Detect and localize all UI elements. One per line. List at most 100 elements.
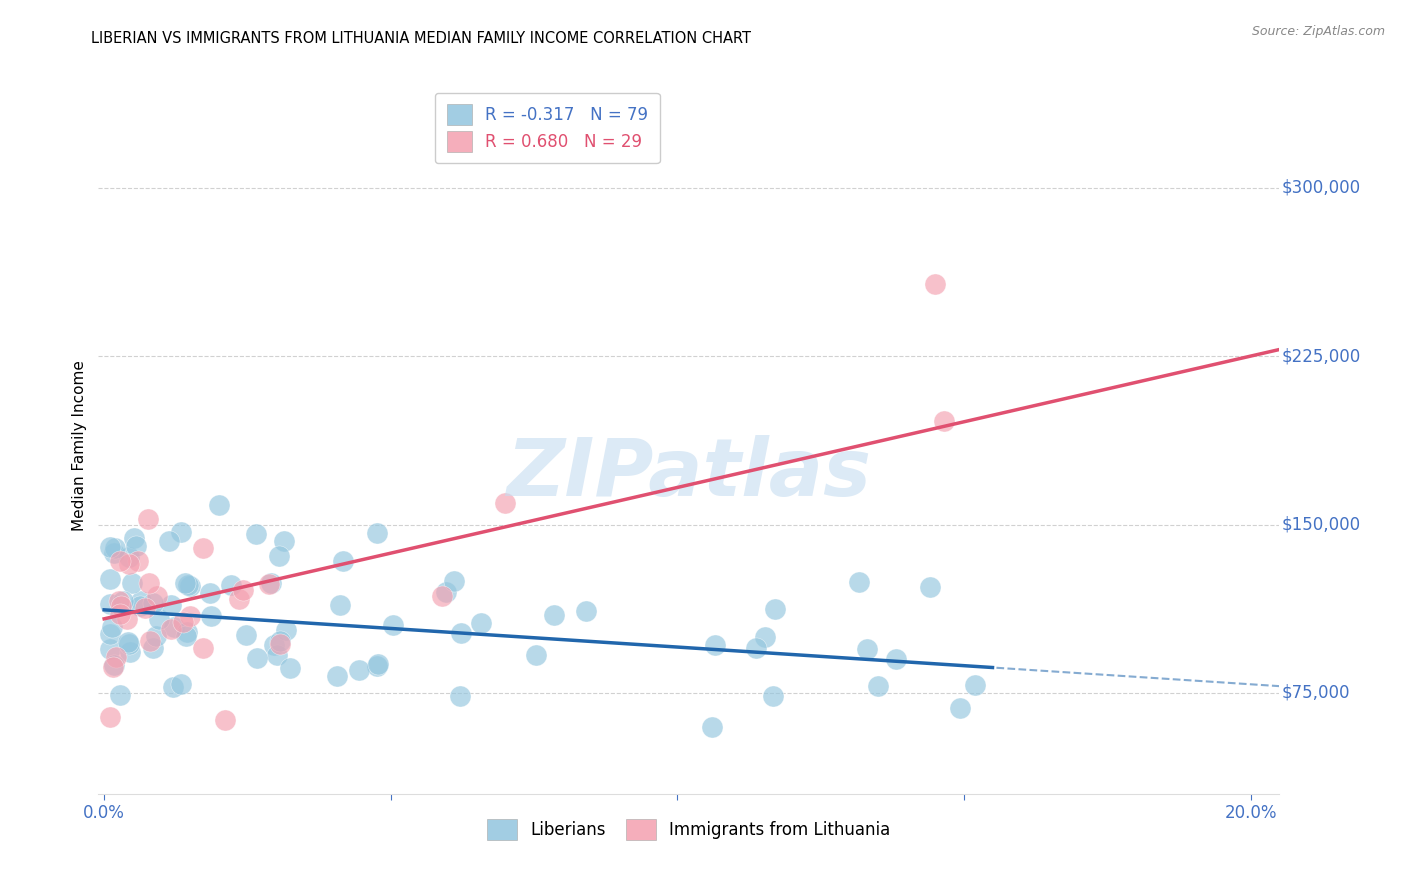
Point bbox=[884, 652, 907, 666]
Y-axis label: Median Family Income: Median Family Income bbox=[72, 360, 87, 532]
Point bbox=[198, 585, 221, 599]
Point bbox=[104, 649, 127, 664]
Point bbox=[745, 641, 768, 656]
Point bbox=[110, 599, 132, 613]
Point bbox=[543, 608, 565, 623]
Point bbox=[118, 645, 141, 659]
Point bbox=[949, 700, 972, 714]
Point bbox=[98, 710, 121, 724]
Point bbox=[162, 680, 184, 694]
Point bbox=[235, 627, 257, 641]
Point bbox=[176, 625, 198, 640]
Point bbox=[449, 689, 471, 703]
Point bbox=[443, 574, 465, 589]
Text: Source: ZipAtlas.com: Source: ZipAtlas.com bbox=[1251, 25, 1385, 38]
Point bbox=[112, 594, 135, 608]
Point bbox=[128, 599, 150, 614]
Point bbox=[347, 663, 370, 677]
Point bbox=[274, 624, 297, 638]
Point bbox=[963, 678, 986, 692]
Point bbox=[139, 634, 162, 648]
Point bbox=[267, 549, 290, 563]
Point bbox=[263, 638, 285, 652]
Point bbox=[382, 618, 405, 632]
Point bbox=[176, 628, 198, 642]
Point bbox=[266, 648, 288, 663]
Point bbox=[104, 541, 127, 556]
Point bbox=[108, 594, 131, 608]
Point bbox=[118, 549, 141, 564]
Point bbox=[117, 558, 139, 572]
Point bbox=[176, 578, 198, 592]
Point bbox=[101, 620, 124, 634]
Point bbox=[700, 720, 723, 734]
Point bbox=[470, 615, 492, 630]
Point bbox=[118, 637, 141, 651]
Point bbox=[367, 657, 389, 672]
Point bbox=[115, 612, 138, 626]
Point bbox=[208, 499, 231, 513]
Point bbox=[366, 658, 388, 673]
Point bbox=[179, 608, 201, 623]
Point bbox=[127, 554, 149, 568]
Point bbox=[704, 638, 727, 652]
Point bbox=[866, 679, 889, 693]
Point bbox=[122, 531, 145, 545]
Point bbox=[494, 496, 516, 510]
Point bbox=[98, 641, 121, 656]
Point bbox=[170, 677, 193, 691]
Point bbox=[228, 591, 250, 606]
Point bbox=[918, 580, 941, 594]
Point bbox=[848, 575, 870, 590]
Point bbox=[269, 637, 291, 651]
Point bbox=[98, 541, 121, 555]
Point bbox=[138, 576, 160, 591]
Point bbox=[163, 620, 186, 634]
Point bbox=[179, 579, 201, 593]
Point bbox=[142, 596, 165, 610]
Point bbox=[121, 575, 143, 590]
Point bbox=[329, 599, 352, 613]
Point bbox=[103, 545, 125, 559]
Point bbox=[763, 602, 786, 616]
Point bbox=[200, 608, 222, 623]
Point bbox=[762, 689, 785, 703]
Point bbox=[160, 599, 183, 613]
Point bbox=[214, 713, 236, 727]
Point bbox=[575, 604, 598, 618]
Point bbox=[108, 688, 131, 702]
Point bbox=[117, 635, 139, 649]
Point bbox=[148, 611, 170, 625]
Point bbox=[932, 414, 955, 428]
Point bbox=[259, 577, 281, 591]
Point bbox=[278, 661, 301, 675]
Text: LIBERIAN VS IMMIGRANTS FROM LITHUANIA MEDIAN FAMILY INCOME CORRELATION CHART: LIBERIAN VS IMMIGRANTS FROM LITHUANIA ME… bbox=[91, 31, 751, 46]
Legend: Liberians, Immigrants from Lithuania: Liberians, Immigrants from Lithuania bbox=[479, 811, 898, 848]
Point bbox=[98, 627, 121, 641]
Point bbox=[232, 582, 254, 597]
Point bbox=[136, 512, 159, 526]
Point bbox=[856, 641, 879, 656]
Point bbox=[326, 669, 349, 683]
Point bbox=[159, 622, 181, 636]
Point bbox=[134, 601, 156, 615]
Point bbox=[172, 615, 194, 629]
Text: $75,000: $75,000 bbox=[1282, 684, 1350, 702]
Text: ZIPatlas: ZIPatlas bbox=[506, 434, 872, 513]
Point bbox=[191, 541, 214, 556]
Point bbox=[434, 585, 457, 599]
Point bbox=[146, 589, 169, 603]
Point bbox=[332, 553, 354, 567]
Point bbox=[430, 589, 453, 603]
Point bbox=[108, 554, 131, 568]
Point bbox=[269, 634, 291, 648]
Point bbox=[103, 658, 125, 673]
Point bbox=[219, 578, 242, 592]
Text: $300,000: $300,000 bbox=[1282, 179, 1361, 197]
Point bbox=[129, 594, 152, 608]
Point bbox=[145, 629, 167, 643]
Point bbox=[754, 630, 776, 644]
Point bbox=[98, 572, 121, 586]
Point bbox=[246, 651, 269, 665]
Point bbox=[259, 576, 281, 591]
